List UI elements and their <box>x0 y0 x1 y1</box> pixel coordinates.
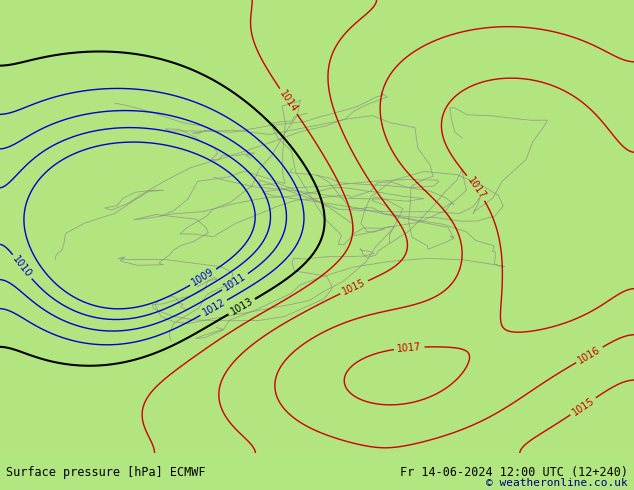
Text: 1009: 1009 <box>190 267 216 288</box>
Text: Surface pressure [hPa] ECMWF: Surface pressure [hPa] ECMWF <box>6 466 206 479</box>
Text: 1017: 1017 <box>465 175 488 201</box>
Text: 1013: 1013 <box>229 296 255 317</box>
Text: 1010: 1010 <box>11 254 34 279</box>
Text: 1016: 1016 <box>576 344 602 366</box>
Text: 1015: 1015 <box>570 395 596 417</box>
Text: © weatheronline.co.uk: © weatheronline.co.uk <box>486 478 628 488</box>
Text: Fr 14-06-2024 12:00 UTC (12+240): Fr 14-06-2024 12:00 UTC (12+240) <box>399 466 628 479</box>
Text: 1015: 1015 <box>341 277 367 297</box>
Text: 1017: 1017 <box>396 342 422 354</box>
Text: 1014: 1014 <box>277 88 299 114</box>
Text: 1012: 1012 <box>200 297 227 318</box>
Text: 1011: 1011 <box>222 271 248 293</box>
